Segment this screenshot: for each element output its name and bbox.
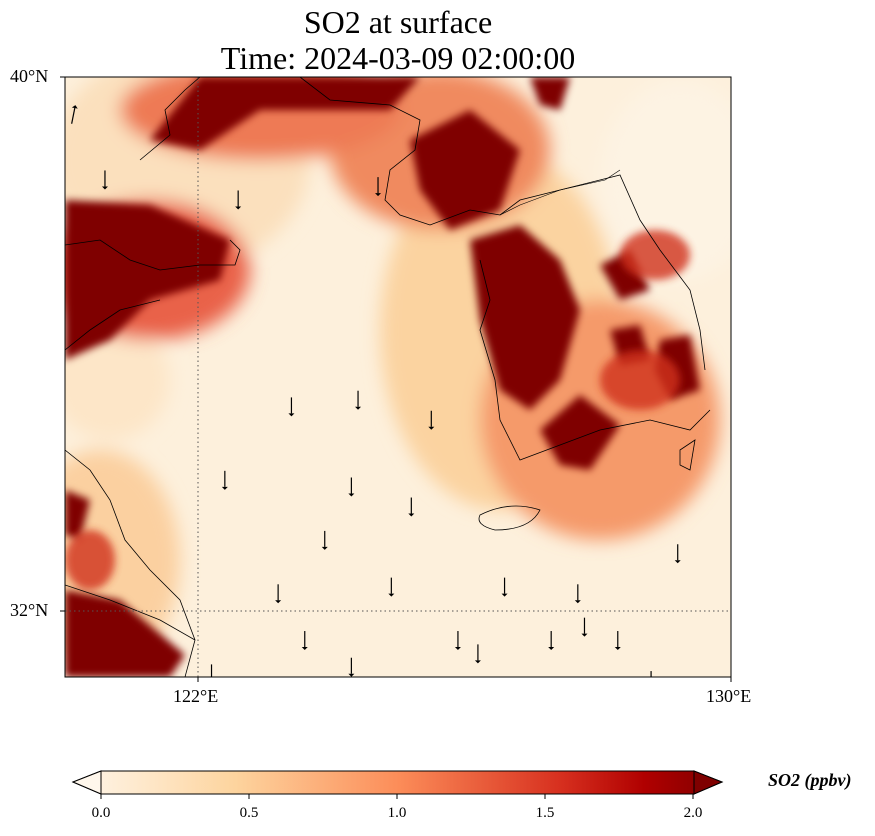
wind-arrow-head xyxy=(275,600,282,604)
wind-arrow-head xyxy=(355,406,362,410)
colorbar-label: SO2 (ppbv) xyxy=(768,770,852,790)
wind-arrow-shaft xyxy=(71,107,76,124)
colorbar-ticks xyxy=(100,794,694,799)
wind-arrow-head xyxy=(454,647,461,651)
colorbar-extend-min xyxy=(71,770,102,795)
colorbar-tick-label: 0.0 xyxy=(91,805,111,821)
wind-vectors xyxy=(71,105,681,690)
wind-arrow-head xyxy=(501,593,508,597)
title-line-2: Time: 2024-03-09 02:00:00 xyxy=(220,40,576,76)
colorbar-tick-label: 1.0 xyxy=(387,805,407,821)
colorbar xyxy=(71,770,724,795)
y-tick-40n: 40°N xyxy=(10,66,49,86)
wind-arrow-head xyxy=(235,206,242,210)
wind-arrow-head xyxy=(221,486,228,490)
x-tick-122e: 122°E xyxy=(173,686,219,706)
wind-arrow-head xyxy=(428,426,435,430)
gridlines xyxy=(65,77,731,677)
wind-arrow-head xyxy=(71,105,78,109)
concentration-field xyxy=(65,77,731,690)
wind-arrow-head xyxy=(301,647,308,651)
wind-arrow-head xyxy=(548,647,555,651)
x-tick-130e: 130°E xyxy=(706,686,752,706)
axis-ticks xyxy=(60,76,732,682)
wind-arrow-head xyxy=(321,546,328,550)
wind-arrow-head xyxy=(474,660,481,664)
wind-arrow-head xyxy=(408,513,415,517)
wind-arrow-head xyxy=(674,560,681,564)
colorbar-tick-label: 1.5 xyxy=(535,805,555,821)
wind-arrow-head xyxy=(348,673,355,677)
colorbar-tick-label: 2.0 xyxy=(683,805,703,821)
colorbar-tick-label: 0.5 xyxy=(239,805,259,821)
wind-arrow-head xyxy=(209,680,215,683)
y-tick-32n: 32°N xyxy=(10,600,49,620)
wind-arrow-head xyxy=(375,193,382,197)
colorbar-extend-max xyxy=(693,770,724,795)
wind-arrow-head xyxy=(574,600,581,604)
wind-arrow-head xyxy=(614,647,621,651)
wind-arrow-head xyxy=(581,633,588,637)
wind-arrow-head xyxy=(101,186,108,190)
map-frame xyxy=(64,76,732,678)
title-line-1: SO2 at surface xyxy=(303,4,493,40)
wind-arrow-head xyxy=(288,413,295,417)
wind-arrow-head xyxy=(648,687,654,690)
wind-arrow-head xyxy=(348,493,355,497)
wind-arrow-head xyxy=(388,593,395,597)
coastlines xyxy=(65,77,711,677)
